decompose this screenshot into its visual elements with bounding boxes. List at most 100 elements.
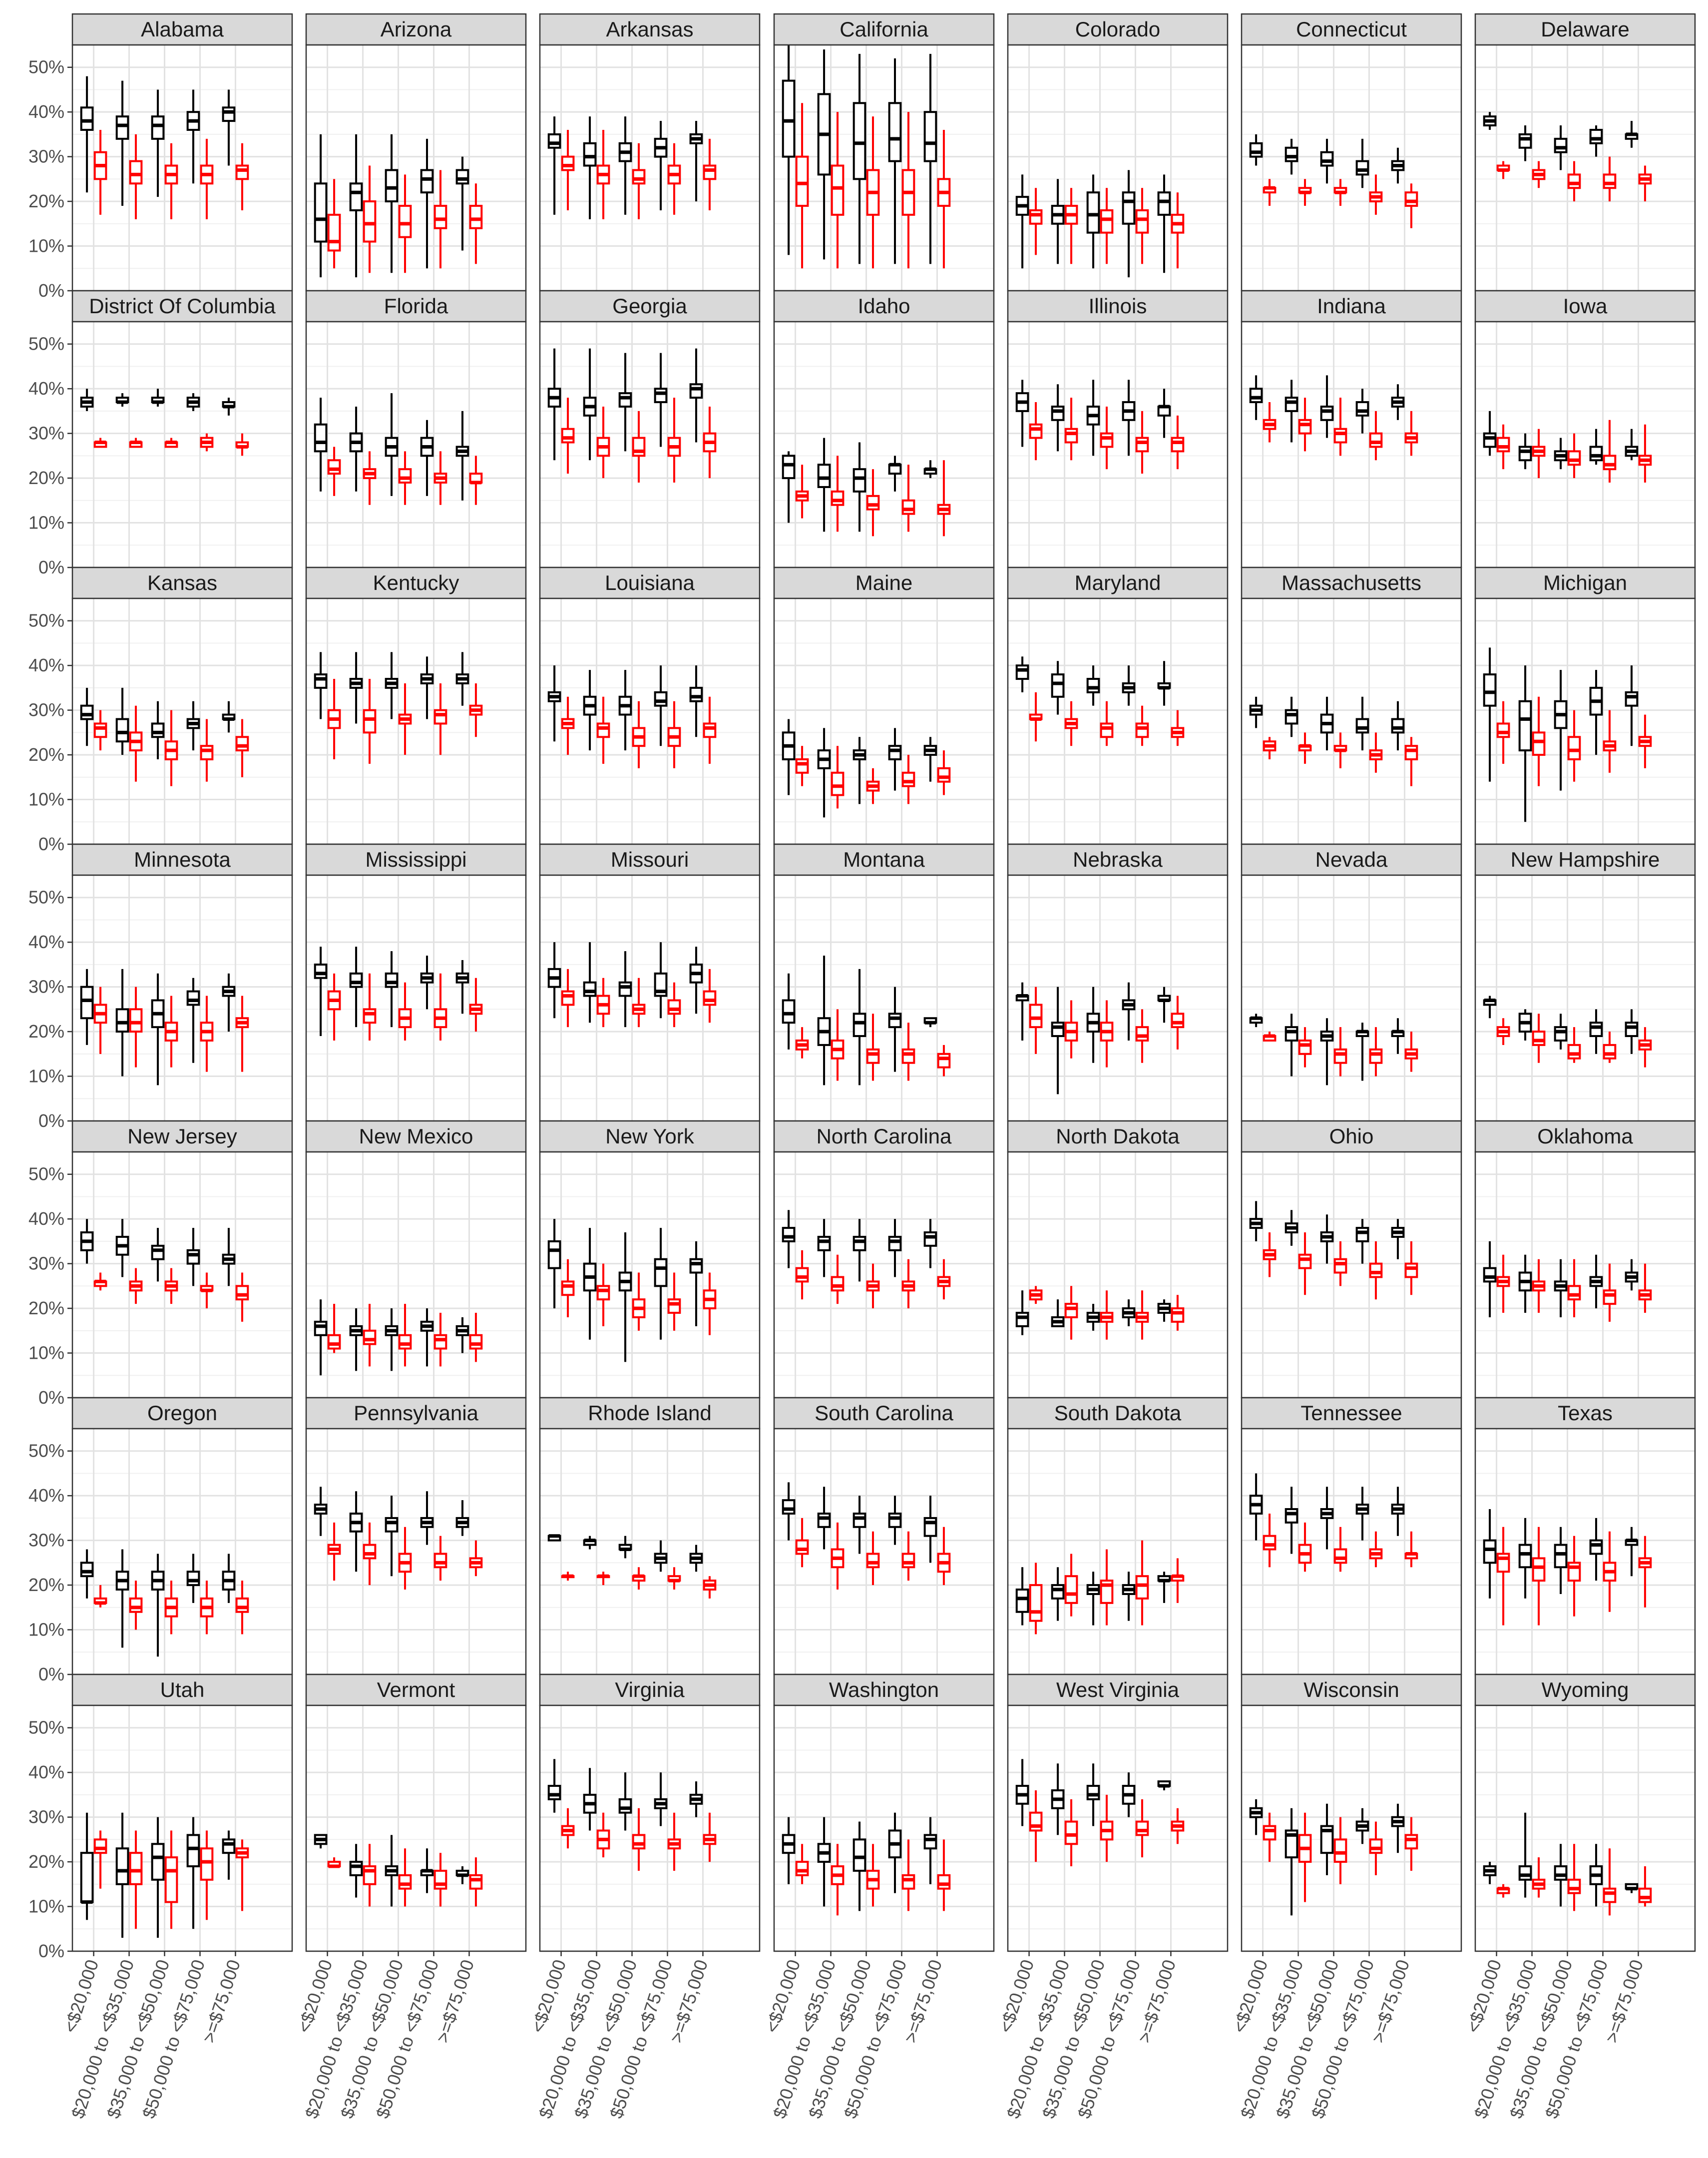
panel-background <box>540 598 760 844</box>
box-red <box>901 755 915 804</box>
box-black <box>80 389 94 411</box>
box-body <box>385 1517 399 1533</box>
box-black <box>1320 1803 1334 1875</box>
box-red <box>1100 1290 1114 1340</box>
box-red <box>1496 424 1510 470</box>
box-red <box>1298 732 1312 764</box>
box-red <box>1263 1812 1277 1862</box>
box-body <box>901 1874 915 1890</box>
panel-background <box>1475 598 1695 844</box>
box-red <box>469 1540 483 1577</box>
box-red <box>1100 1000 1114 1068</box>
panel-background <box>540 45 760 291</box>
box-red <box>1404 1817 1418 1871</box>
box-black <box>1122 1572 1136 1621</box>
box-body <box>469 1334 483 1350</box>
box-black <box>1157 1299 1171 1322</box>
box-body <box>547 133 561 149</box>
y-tick-label: 40% <box>28 378 64 399</box>
box-black <box>1051 1299 1065 1327</box>
box-red <box>1404 1032 1418 1072</box>
box-red <box>433 973 447 1041</box>
box-black <box>888 728 902 791</box>
box-red <box>235 143 249 210</box>
box-black <box>1086 1763 1100 1826</box>
panel-background <box>1242 322 1461 567</box>
x-tick-label: <$20,000 <box>1462 1957 1505 2035</box>
box-body <box>1518 1544 1532 1569</box>
box-body <box>1496 722 1510 738</box>
box-body <box>1029 209 1043 225</box>
box-black <box>1249 375 1263 420</box>
box-red <box>129 1830 143 1929</box>
box-red <box>1029 1286 1043 1304</box>
box-red <box>1333 1027 1347 1077</box>
box-red <box>1496 701 1510 764</box>
box-black <box>420 956 434 1010</box>
box-body <box>222 106 236 122</box>
box-black <box>314 652 328 719</box>
box-black <box>1249 134 1263 166</box>
box-body <box>455 169 469 185</box>
box-red <box>1638 1027 1652 1068</box>
box-body <box>433 1553 447 1569</box>
box-body <box>632 169 646 185</box>
box-body <box>632 437 646 457</box>
panel-background <box>1475 45 1695 291</box>
box-black <box>420 1308 434 1367</box>
box-red <box>200 1581 214 1634</box>
y-tick-label: 50% <box>28 334 64 354</box>
y-tick-label: 30% <box>28 977 64 997</box>
box-black <box>115 687 129 755</box>
box-black <box>1015 656 1029 692</box>
box-body <box>795 1861 809 1876</box>
box-red <box>561 1572 575 1581</box>
box-red <box>632 1808 646 1871</box>
y-tick-label: 10% <box>28 1066 64 1086</box>
box-body <box>923 1834 937 1850</box>
box-red <box>93 1272 107 1291</box>
panel-background <box>72 1152 292 1398</box>
facet-strip <box>305 1673 527 1706</box>
facet-title: Kentucky <box>373 571 459 594</box>
panel-west-virginia: West Virginia<$20,000$20,000 to <$35,000… <box>995 1673 1229 2121</box>
box-black <box>314 947 328 1037</box>
panel-background <box>1008 45 1228 291</box>
box-red <box>129 987 143 1068</box>
panel-background <box>306 1705 526 1951</box>
box-red <box>561 969 575 1028</box>
box-red <box>398 1848 412 1907</box>
panel-district-of-columbia: District Of Columbia 0% 10% 20% 30% 40% 50% <box>28 290 293 577</box>
box-body <box>115 718 129 743</box>
box-body <box>853 468 866 493</box>
box-black <box>1284 1487 1298 1554</box>
box-black <box>80 1549 94 1599</box>
box-red <box>164 996 178 1068</box>
box-body <box>782 1227 796 1242</box>
box-black <box>817 956 831 1085</box>
box-black <box>1554 438 1568 470</box>
box-body <box>1603 1044 1617 1060</box>
box-black <box>1122 665 1136 706</box>
box-red <box>1100 188 1114 264</box>
box-red <box>703 406 717 479</box>
box-red <box>1369 1027 1383 1077</box>
box-body <box>1589 1539 1603 1555</box>
panel-background <box>72 875 292 1121</box>
box-black <box>420 656 434 719</box>
facet-strip <box>539 843 761 876</box>
box-body <box>795 1539 809 1555</box>
box-body <box>1135 1575 1149 1600</box>
box-black <box>689 1781 703 1817</box>
box-black <box>1284 696 1298 737</box>
box-body <box>1554 1544 1568 1569</box>
box-black <box>1249 1799 1263 1835</box>
box-red <box>1603 156 1617 202</box>
facet-title: Washington <box>829 1678 939 1701</box>
box-black <box>888 58 902 264</box>
box-black <box>923 737 937 782</box>
panel-kansas: Kansas 0% 10% 20% 30% 40% 50% <box>28 566 293 854</box>
box-black <box>1483 1509 1497 1599</box>
box-black <box>1518 433 1532 470</box>
box-red <box>1064 398 1078 461</box>
